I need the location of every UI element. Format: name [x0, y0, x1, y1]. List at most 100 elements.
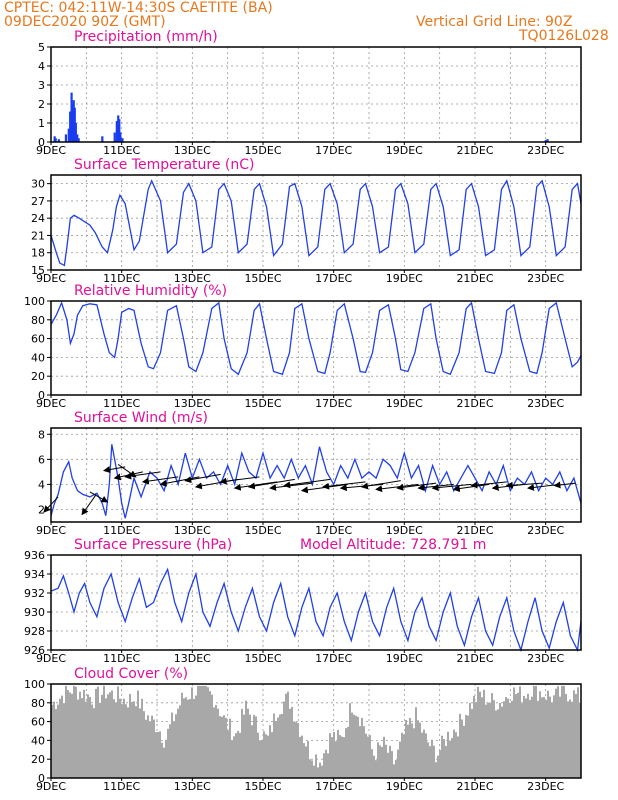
cloud-bar-149	[349, 703, 351, 778]
cloud-bar-38	[127, 707, 129, 778]
cloud-bar-90	[231, 740, 233, 778]
cloud-bar-43	[137, 690, 139, 778]
temp-series-line	[50, 179, 582, 267]
precip-bar-1	[54, 138, 57, 142]
cloud-bar-133	[317, 767, 319, 778]
wind-arrow-1	[89, 491, 109, 503]
cloud-bar-91	[233, 736, 235, 778]
cloud-bar-156	[363, 726, 365, 778]
cloud-bar-246	[543, 696, 545, 778]
cloud-bar-151	[353, 714, 355, 778]
cloud-bar-158	[367, 736, 369, 778]
wind-arrow-25	[470, 481, 507, 489]
cloud-bar-3	[57, 704, 59, 778]
cloud-bar-146	[343, 737, 345, 778]
cloud-xtick-label-3: 15DEC	[244, 780, 281, 793]
cloud-bar-36	[123, 698, 125, 778]
cloud-bar-47	[145, 719, 147, 778]
cloud-bar-192	[435, 762, 437, 778]
cloud-bar-218	[487, 702, 489, 778]
precip-xtick-label-1: 11DEC	[103, 144, 140, 157]
cloud-bar-34	[119, 698, 121, 778]
cloud-bar-153	[357, 716, 359, 778]
wind-arrow-13	[247, 478, 295, 490]
cloud-bar-152	[355, 715, 357, 778]
rh-ytick-label-1: 20	[31, 370, 45, 383]
cloud-bar-56	[163, 747, 165, 778]
wind-arrow-9	[184, 473, 221, 484]
precip-bar-10	[74, 123, 77, 142]
cloud-bar-222	[495, 710, 497, 778]
temp-xtick-label-2: 13DEC	[174, 272, 211, 285]
cloud-bar-121	[293, 721, 295, 778]
cloud-bar-239	[529, 699, 531, 778]
cloud-bar-117	[285, 693, 287, 778]
cloud-bar-174	[399, 741, 401, 778]
cloud-bar-138	[327, 753, 329, 778]
cloud-bar-261	[573, 690, 575, 778]
cloud-bar-229	[509, 702, 511, 778]
wind-ytick-label-0: 2	[38, 503, 45, 516]
cloud-ytick-label-3: 60	[31, 716, 45, 729]
cloud-bar-127	[305, 746, 307, 778]
cloud-bar-187	[425, 733, 427, 778]
cloud-bar-105	[261, 740, 263, 778]
cloud-bar-225	[501, 706, 503, 778]
cloud-ytick-label-5: 100	[24, 678, 45, 691]
wind-ytick-label-1: 4	[38, 478, 45, 491]
rh-ytick-label-3: 60	[31, 333, 45, 346]
cloud-bar-198	[447, 731, 449, 778]
cloud-bar-131	[313, 765, 315, 778]
cloud-bar-177	[405, 719, 407, 778]
temp-ytick-label-4: 27	[31, 195, 45, 208]
cloud-bar-209	[469, 702, 471, 778]
cloud-bar-245	[541, 697, 543, 778]
cloud-bar-232	[515, 694, 517, 778]
cloud-bar-217	[485, 704, 487, 778]
press-xtick-label-2: 13DEC	[174, 652, 211, 665]
cloud-bar-10	[71, 693, 73, 778]
cloud-bar-112	[275, 720, 277, 778]
cloud-bar-196	[443, 739, 445, 778]
cloud-bar-76	[203, 685, 205, 778]
cloud-bar-212	[475, 702, 477, 778]
cloud-bar-65	[181, 692, 183, 778]
cloud-bar-240	[531, 696, 533, 778]
rh-xtick-label-4: 17DEC	[315, 397, 352, 410]
cloud-bar-60	[171, 712, 173, 778]
cloud-bar-70	[191, 687, 193, 778]
cloud-xtick-label-4: 17DEC	[315, 780, 352, 793]
wind-arrow-8	[159, 476, 200, 487]
temp-ytick-label-1: 18	[31, 247, 45, 260]
cloud-bar-126	[303, 743, 305, 778]
cloud-ytick-label-4: 80	[31, 697, 45, 710]
cloud-bar-182	[415, 707, 417, 778]
cloud-bar-203	[457, 736, 459, 778]
cloud-bar-244	[539, 691, 541, 778]
cloud-bar-136	[323, 753, 325, 778]
cloud-bar-262	[575, 694, 577, 778]
precip-bar-17	[118, 119, 121, 142]
cloud-bar-210	[471, 708, 473, 778]
cloud-bar-125	[301, 735, 303, 778]
press-xtick-label-6: 21DEC	[456, 652, 493, 665]
cloud-bar-144	[339, 735, 341, 778]
cloud-bar-63	[177, 708, 179, 778]
cloud-xtick-label-7: 23DEC	[527, 780, 564, 793]
cloud-bar-180	[411, 723, 413, 778]
cloud-bar-42	[135, 706, 137, 778]
header-grid-note: Vertical Grid Line: 90Z	[416, 14, 573, 30]
cloud-bar-120	[291, 706, 293, 778]
wind-ytick-label-2: 6	[38, 453, 45, 466]
precip-ytick-label-2: 2	[38, 98, 45, 111]
cloud-bar-115	[281, 713, 283, 778]
cloud-bar-207	[465, 714, 467, 778]
wind-arrow-23	[431, 483, 472, 492]
cloud-bar-227	[505, 696, 507, 778]
cloud-bar-62	[175, 714, 177, 778]
cloud-bar-24	[99, 702, 101, 778]
cloud-bar-255	[561, 685, 563, 778]
cloud-xtick-label-0: 9DEC	[36, 780, 66, 793]
cloud-bar-141	[333, 732, 335, 778]
cloud-bar-94	[239, 732, 241, 778]
